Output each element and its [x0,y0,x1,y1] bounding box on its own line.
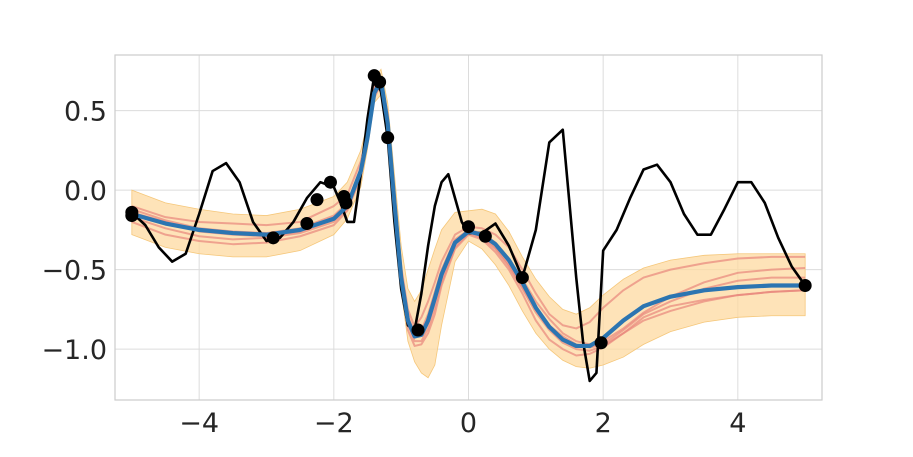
observation-point [339,196,353,210]
y-tick-label: −1.0 [41,335,107,366]
observation-point [373,75,387,89]
observation-point [411,323,425,337]
observation-point [798,279,812,293]
observation-point [515,271,529,285]
y-tick-label: −0.5 [41,256,107,287]
observation-point [125,209,139,223]
plot-frame [114,54,823,401]
grid [115,55,822,400]
observation-point [310,193,324,207]
y-tick-label: 0.0 [64,176,107,207]
observation-point [594,336,608,350]
x-tick-label: 2 [595,408,612,439]
observation-point [300,217,314,231]
observations-layer [125,69,812,350]
x-tick-label: −4 [179,408,219,439]
x-tick-label: 4 [729,408,746,439]
tick-labels: −4 −2 0 2 4 0.5 0.0 −0.5 −1.0 [41,97,746,439]
observation-point [478,229,492,243]
posterior-mean-line [129,78,808,349]
x-tick-label: −2 [314,408,354,439]
posterior-mean-layer [129,78,808,349]
observation-point [266,231,280,245]
observation-point [323,175,337,189]
x-tick-label: 0 [460,408,477,439]
observation-point [462,220,475,234]
axes-frame [114,54,823,401]
observation-point [381,131,395,145]
posterior-sample-line [131,84,806,352]
y-tick-label: 0.5 [64,97,107,128]
